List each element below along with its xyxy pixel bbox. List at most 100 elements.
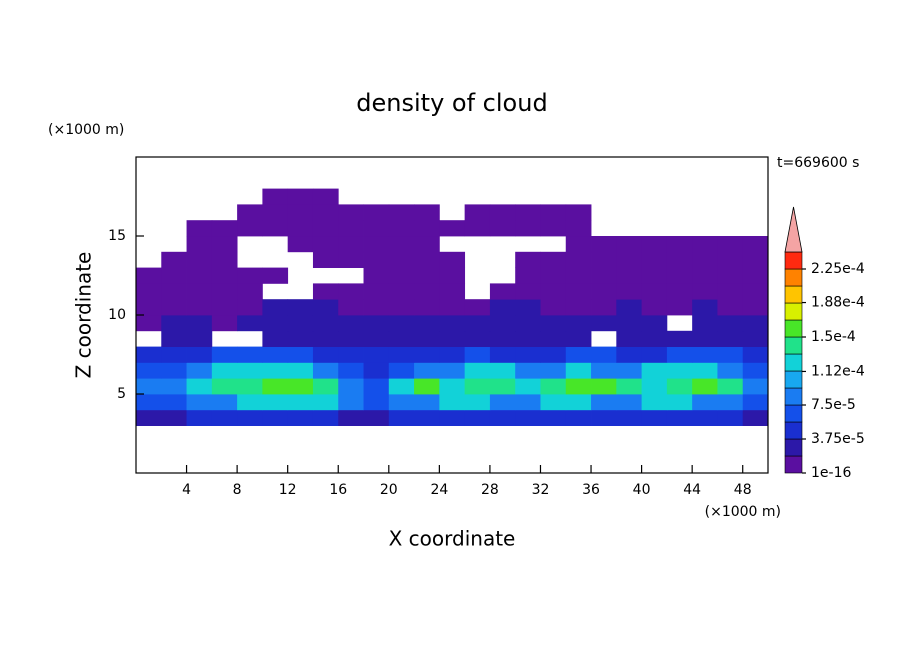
field-cell [388,409,415,426]
field-cell [287,188,314,205]
field-cell [439,346,466,363]
field-cell [464,346,491,363]
field-cell [616,346,642,363]
field-cell [666,267,693,284]
field-cell [388,394,415,411]
field-cell [312,220,339,237]
field-cell [641,346,668,363]
field-cell [540,251,567,268]
field-cell [414,409,440,426]
field-cell [692,362,718,379]
field-cell [692,236,718,253]
field-cell [414,220,440,237]
field-cell [136,362,162,379]
colorbar-band [784,370,803,389]
field-cell [692,394,718,411]
field-cell [666,236,693,253]
field-cell [717,251,744,268]
field-cell [666,346,693,363]
field-cell [616,299,642,316]
x-tick-label: 12 [279,482,297,498]
field-cell [515,315,541,332]
field-cell [641,330,668,347]
field-cell [717,236,744,253]
field-cell [489,315,516,332]
field-cell [388,267,415,284]
field-cell [616,409,642,426]
field-cell [439,378,466,395]
field-cell [388,362,415,379]
field-cell [338,283,364,300]
field-cell [540,362,567,379]
field-cell [161,362,187,379]
field-cell [363,283,390,300]
field-cell [439,409,466,426]
field-cell [338,315,364,332]
y-tick-label: 10 [108,307,126,323]
field-cell [338,409,364,426]
field-cell [136,299,162,316]
colorbar-band [784,319,803,338]
colorbar-band [784,268,803,287]
field-cell [136,378,162,395]
field-cell [414,251,440,268]
field-cell [742,251,769,268]
field-cell [464,362,491,379]
colorbar-tick-label: 1.12e-4 [811,363,865,379]
field-cell [641,378,668,395]
field-cell [414,267,440,284]
field-cell [565,346,592,363]
x-tick-label: 16 [329,482,347,498]
field-cell [565,409,592,426]
field-cell [591,394,617,411]
field-cell [262,220,289,237]
y-unit: (×1000 m) [48,122,124,138]
field-cell [338,330,364,347]
x-tick-label: 48 [734,482,752,498]
field-cell [237,409,263,426]
colorbar-band [784,421,803,440]
field-cell [616,267,642,284]
field-cell [363,236,390,253]
x-tick-label: 4 [182,482,191,498]
field-cell [742,315,769,332]
x-tick-label: 44 [683,482,701,498]
field-cell [414,346,440,363]
field-cell [287,330,314,347]
field-cell [742,409,769,426]
field-cell [591,378,617,395]
field-cell [641,394,668,411]
field-cell [338,346,364,363]
field-cell [136,315,162,332]
field-cell [363,220,390,237]
colorbar-band [784,353,803,372]
field-cell [565,330,592,347]
field-cell [641,409,668,426]
field-cell [540,283,567,300]
field-cell [186,236,213,253]
field-cell [312,378,339,395]
field-cell [692,315,718,332]
field-cell [237,378,263,395]
field-cell [363,204,390,221]
field-cell [211,299,238,316]
field-cell [262,378,289,395]
x-tick-label: 36 [582,482,600,498]
field-cell [363,267,390,284]
field-cell [717,378,744,395]
field-cell [211,362,238,379]
time-annotation: t=669600 s [777,155,859,171]
field-cell [287,409,314,426]
field-cell [540,330,567,347]
field-cell [540,204,567,221]
colorbar-band [784,302,803,321]
field-cell [287,299,314,316]
field-cell [186,220,213,237]
colorbar-band [784,455,803,474]
field-cell [540,220,567,237]
field-cell [414,299,440,316]
field-cell [262,346,289,363]
colorbar-band [784,285,803,304]
field-cell [742,346,769,363]
field-cell [489,204,516,221]
